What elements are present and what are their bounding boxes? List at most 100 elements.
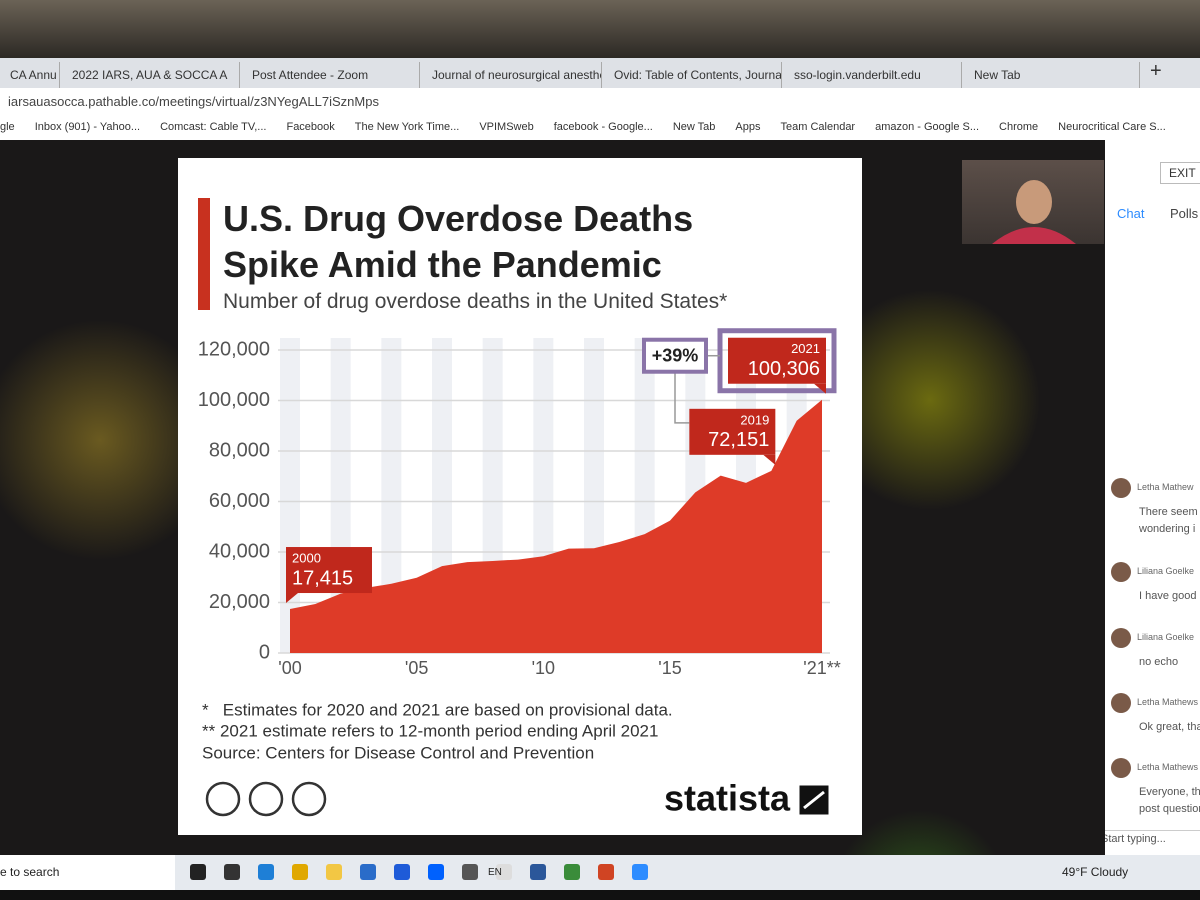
background-stripe bbox=[381, 338, 402, 653]
browser-tab[interactable]: 2022 IARS, AUA & SOCCA A bbox=[62, 62, 240, 88]
callout-year: 2000 bbox=[292, 550, 321, 565]
y-tick-label: 100,000 bbox=[198, 389, 270, 411]
panel-tab[interactable]: Chat bbox=[1117, 206, 1145, 221]
exit-button[interactable]: EXIT bbox=[1160, 162, 1200, 184]
message-text: no echo bbox=[1139, 656, 1179, 668]
background-stripe bbox=[280, 338, 300, 653]
change-label: +39% bbox=[652, 345, 699, 365]
sender-name: Liliana Goelke bbox=[1137, 632, 1195, 642]
taskbar-app[interactable] bbox=[632, 864, 648, 880]
callout-pointer bbox=[763, 454, 776, 465]
taskbar-app[interactable] bbox=[496, 864, 512, 880]
callout-frame bbox=[717, 328, 837, 394]
sender-name: Letha Mathew bbox=[1137, 482, 1194, 492]
sender-name: Letha Mathews bbox=[1137, 762, 1199, 772]
sender-name: Liliana Goelke bbox=[1137, 566, 1195, 576]
url[interactable]: iarsauasocca.pathable.co/meetings/virtua… bbox=[8, 94, 379, 109]
taskbar-app[interactable] bbox=[530, 864, 546, 880]
sender-name: Letha Mathews bbox=[1137, 697, 1199, 707]
browser-tab[interactable]: Ovid: Table of Contents, Journal bbox=[604, 62, 782, 88]
chat-input[interactable]: Start typing... bbox=[1105, 830, 1200, 847]
title-accent bbox=[198, 198, 210, 310]
browser-tab[interactable]: sso-login.vanderbilt.edu bbox=[784, 62, 962, 88]
avatar bbox=[1111, 478, 1131, 498]
browser-tab[interactable]: Post Attendee - Zoom bbox=[242, 62, 420, 88]
callout-box bbox=[286, 547, 372, 594]
taskbar-app[interactable] bbox=[428, 864, 444, 880]
brand: statista bbox=[664, 778, 791, 819]
bookmark[interactable]: Inbox (901) - Yahoo... bbox=[34, 121, 141, 133]
avatar bbox=[1111, 562, 1131, 582]
taskbar-app[interactable] bbox=[564, 864, 580, 880]
browser-tab[interactable]: CA Annu bbox=[0, 62, 60, 88]
bookmarks-bar: gle Inbox (901) - Yahoo... Comcast: Cable … bbox=[0, 115, 1200, 141]
message-text: Ok great, tha bbox=[1139, 721, 1200, 733]
speaker bbox=[992, 180, 1076, 244]
taskbar-app[interactable] bbox=[258, 864, 274, 880]
taskbar-app[interactable] bbox=[224, 864, 240, 880]
callout-value: 72,151 bbox=[708, 429, 769, 451]
avatar bbox=[1111, 628, 1131, 648]
taskbar-app[interactable] bbox=[360, 864, 376, 880]
shirt bbox=[992, 227, 1076, 244]
x-tick-label: '00 bbox=[278, 658, 301, 678]
callout-value: 100,306 bbox=[748, 358, 820, 380]
license-icon bbox=[291, 781, 327, 817]
bookmark[interactable]: gle bbox=[0, 121, 15, 133]
footnote: * Estimates for 2020 and 2021 are based … bbox=[202, 700, 673, 719]
connector bbox=[674, 371, 690, 424]
taskbar-app[interactable] bbox=[394, 864, 410, 880]
new-tab-button[interactable]: + bbox=[1150, 60, 1162, 82]
bookmark[interactable]: Chrome bbox=[999, 121, 1039, 133]
area bbox=[290, 399, 822, 653]
browser-tab[interactable]: Journal of neurosurgical anesthe bbox=[422, 62, 602, 88]
taskbar-app[interactable] bbox=[190, 864, 206, 880]
address-bar[interactable]: iarsauasocca.pathable.co/meetings/virtua… bbox=[0, 88, 1200, 115]
message-text: post question bbox=[1139, 803, 1200, 815]
monitor-bezel bbox=[0, 0, 1200, 58]
x-tick-label: '10 bbox=[532, 658, 555, 678]
bookmark[interactable]: VPIMSweb bbox=[479, 121, 534, 133]
bookmark[interactable]: Apps bbox=[735, 121, 761, 133]
taskbar-app[interactable] bbox=[462, 864, 478, 880]
change-box bbox=[642, 337, 708, 374]
taskbar-app[interactable] bbox=[598, 864, 614, 880]
y-tick-label: 20,000 bbox=[209, 591, 270, 613]
y-tick-label: 120,000 bbox=[198, 338, 270, 360]
callout-year: 2021 bbox=[791, 341, 820, 356]
bookmark[interactable]: The New York Time... bbox=[354, 121, 460, 133]
chart-title: U.S. Drug Overdose Deaths Spike Amid the… bbox=[223, 198, 694, 285]
browser-tab[interactable]: New Tab bbox=[964, 62, 1140, 88]
bookmark[interactable]: Comcast: Cable TV,... bbox=[160, 121, 267, 133]
y-tick-label: 0 bbox=[259, 641, 270, 663]
source: Source: Centers for Disease Control and … bbox=[202, 743, 594, 762]
license-icon bbox=[205, 781, 241, 817]
bookmark[interactable]: amazon - Google S... bbox=[875, 121, 980, 133]
message-text: I have good a bbox=[1139, 590, 1200, 602]
x-tick-label: '21** bbox=[803, 658, 840, 678]
callout-box bbox=[689, 408, 776, 455]
search-box[interactable]: e to search bbox=[0, 855, 175, 890]
chat-panel: EXIT Chat Polls Letha Mathew There seem wonde… bbox=[1105, 140, 1200, 855]
taskbar-app[interactable] bbox=[292, 864, 308, 880]
bookmark[interactable]: Team Calendar bbox=[780, 121, 856, 133]
x-tick-label: '05 bbox=[405, 658, 428, 678]
callout-pointer bbox=[814, 383, 826, 394]
bookmark[interactable]: facebook - Google... bbox=[553, 121, 653, 133]
panel-tab[interactable]: Polls bbox=[1170, 206, 1199, 221]
taskbar-app[interactable] bbox=[326, 864, 342, 880]
bookmark[interactable]: Neurocritical Care S... bbox=[1058, 121, 1166, 133]
message-text: Everyone, tha bbox=[1139, 786, 1200, 798]
avatar bbox=[1111, 758, 1131, 778]
callout-year: 2019 bbox=[740, 412, 769, 427]
bookmark[interactable]: Facebook bbox=[286, 121, 335, 133]
face bbox=[1016, 180, 1052, 224]
callout-pointer bbox=[286, 593, 298, 604]
message-text: There seem bbox=[1139, 506, 1198, 518]
weather: 49°F Cloudy bbox=[1062, 865, 1129, 879]
license-icon bbox=[248, 781, 284, 817]
taskbar: e to search EN 49°F Cloudy bbox=[0, 855, 1200, 890]
bookmark[interactable]: New Tab bbox=[672, 121, 716, 133]
x-tick-label: '15 bbox=[658, 658, 681, 678]
